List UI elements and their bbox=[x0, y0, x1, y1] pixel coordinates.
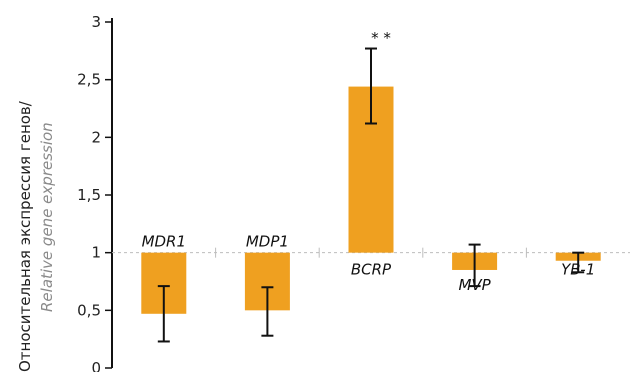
category-label-yb-1: YB-1 bbox=[561, 261, 595, 279]
category-label-bcrp: BCRP bbox=[351, 261, 392, 279]
category-label-mvp: MVP bbox=[458, 276, 491, 294]
y-tick-label: 2 bbox=[91, 128, 101, 146]
y-axis-title: Относительная экспрессия генов/ Relative… bbox=[16, 100, 56, 372]
y-tick-label: 1 bbox=[91, 244, 101, 262]
y-axis: 0 0,5 1 1,5 2 2,5 3 bbox=[77, 13, 113, 372]
category-label-mdr1: MDR1 bbox=[142, 233, 186, 251]
significance-annotation: * * bbox=[371, 29, 391, 47]
error-bars bbox=[157, 47, 585, 343]
y-tick-label: 1,5 bbox=[77, 186, 101, 204]
y-tick-label: 0 bbox=[91, 359, 101, 372]
y-tick-label: 2,5 bbox=[77, 71, 101, 89]
y-tick-label: 3 bbox=[91, 13, 101, 31]
category-labels: MDR1 MDP1 BCRP MVP YB-1 bbox=[142, 233, 596, 294]
y-axis-title-en: Relative gene expression bbox=[38, 122, 56, 312]
y-axis-title-ru: Относительная экспрессия генов/ bbox=[16, 100, 34, 372]
y-tick-label: 0,5 bbox=[77, 301, 101, 319]
category-label-mdp1: MDP1 bbox=[246, 233, 289, 251]
